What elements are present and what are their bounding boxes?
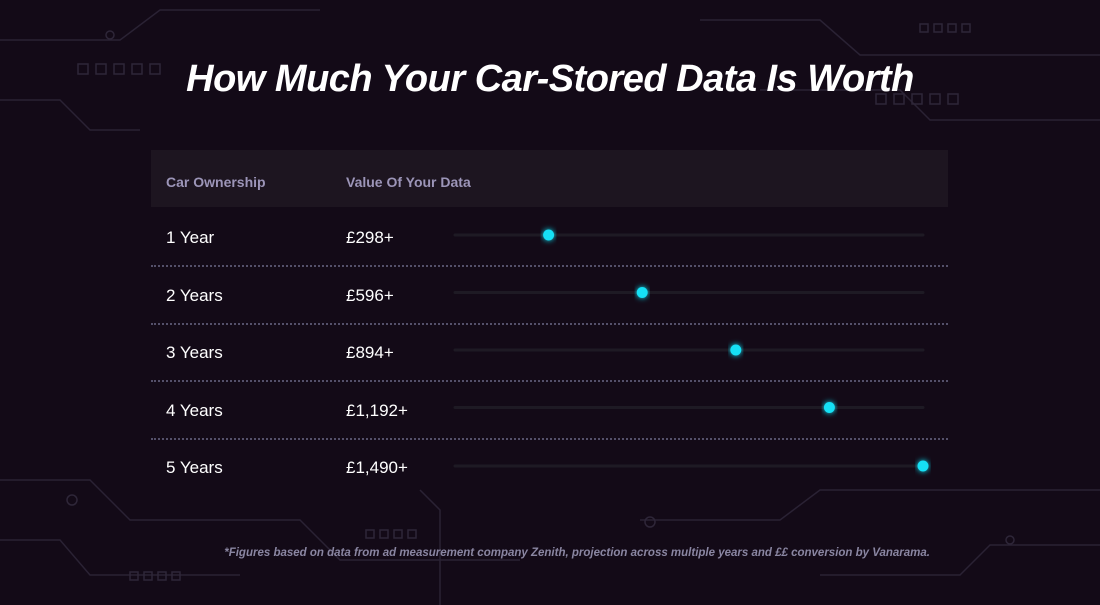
- bar-end-dot: [730, 344, 742, 356]
- bar-end-dot: [543, 229, 555, 241]
- row-label: 5 Years: [166, 458, 223, 477]
- bar-end-dot: [917, 460, 929, 472]
- row-divider: [151, 437, 948, 440]
- column-header-value: Value Of Your Data: [346, 174, 471, 190]
- column-header-ownership: Car Ownership: [166, 174, 266, 190]
- bar-end-dot: [636, 287, 648, 298]
- row-label: 1 Year: [166, 228, 215, 247]
- row-value-label: £1,490+: [346, 458, 408, 477]
- bar-end-dot: [823, 402, 835, 413]
- row-label: 2 Years: [166, 285, 223, 305]
- row-label: 3 Years: [166, 343, 223, 362]
- row-divider: [151, 265, 948, 267]
- row-divider: [151, 322, 948, 325]
- page-title: How Much Your Car-Stored Data Is Worth: [186, 58, 914, 100]
- footnote: *Figures based on data from ad measureme…: [224, 547, 930, 559]
- row-value-label: £298+: [346, 228, 394, 247]
- row-value-label: £894+: [346, 343, 394, 362]
- row-label: 4 Years: [166, 400, 223, 420]
- row-value-label: £596+: [346, 285, 394, 305]
- row-divider: [151, 380, 948, 382]
- row-value-label: £1,192+: [346, 400, 408, 420]
- table-header: [151, 150, 948, 207]
